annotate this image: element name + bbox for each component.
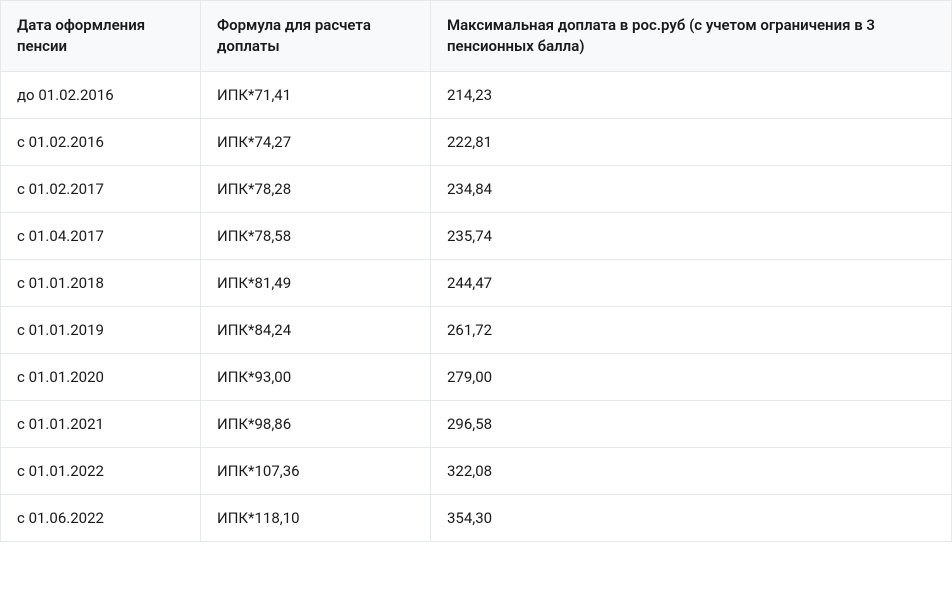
cell-max: 214,23 [431, 72, 952, 119]
cell-max: 222,81 [431, 119, 952, 166]
cell-date: с 01.01.2018 [1, 260, 201, 307]
cell-formula: ИПК*78,58 [201, 213, 431, 260]
cell-max: 296,58 [431, 401, 952, 448]
cell-formula: ИПК*107,36 [201, 448, 431, 495]
cell-formula: ИПК*74,27 [201, 119, 431, 166]
cell-date: с 01.01.2020 [1, 354, 201, 401]
cell-date: с 01.01.2019 [1, 307, 201, 354]
cell-formula: ИПК*118,10 [201, 495, 431, 542]
col-header-date: Дата оформления пенсии [1, 1, 201, 72]
table-row: с 01.02.2017 ИПК*78,28 234,84 [1, 166, 952, 213]
cell-formula: ИПК*84,24 [201, 307, 431, 354]
cell-max: 244,47 [431, 260, 952, 307]
cell-date: с 01.02.2017 [1, 166, 201, 213]
col-header-formula: Формула для расчета доплаты [201, 1, 431, 72]
cell-formula: ИПК*81,49 [201, 260, 431, 307]
cell-date: с 01.01.2022 [1, 448, 201, 495]
table-header-row: Дата оформления пенсии Формула для расче… [1, 1, 952, 72]
cell-max: 234,84 [431, 166, 952, 213]
cell-max: 261,72 [431, 307, 952, 354]
table-header: Дата оформления пенсии Формула для расче… [1, 1, 952, 72]
table-row: с 01.01.2022 ИПК*107,36 322,08 [1, 448, 952, 495]
cell-formula: ИПК*78,28 [201, 166, 431, 213]
table-row: с 01.01.2020 ИПК*93,00 279,00 [1, 354, 952, 401]
cell-max: 279,00 [431, 354, 952, 401]
table-row: с 01.02.2016 ИПК*74,27 222,81 [1, 119, 952, 166]
col-header-max: Максимальная доплата в рос.руб (с учетом… [431, 1, 952, 72]
table-row: с 01.06.2022 ИПК*118,10 354,30 [1, 495, 952, 542]
table-row: с 01.01.2018 ИПК*81,49 244,47 [1, 260, 952, 307]
pension-table: Дата оформления пенсии Формула для расче… [0, 0, 952, 542]
cell-max: 322,08 [431, 448, 952, 495]
table-body: до 01.02.2016 ИПК*71,41 214,23 с 01.02.2… [1, 72, 952, 542]
cell-date: с 01.01.2021 [1, 401, 201, 448]
cell-date: с 01.06.2022 [1, 495, 201, 542]
table-row: с 01.04.2017 ИПК*78,58 235,74 [1, 213, 952, 260]
cell-formula: ИПК*93,00 [201, 354, 431, 401]
table-row: с 01.01.2019 ИПК*84,24 261,72 [1, 307, 952, 354]
cell-date: до 01.02.2016 [1, 72, 201, 119]
cell-formula: ИПК*98,86 [201, 401, 431, 448]
cell-max: 354,30 [431, 495, 952, 542]
table-row: до 01.02.2016 ИПК*71,41 214,23 [1, 72, 952, 119]
cell-date: с 01.04.2017 [1, 213, 201, 260]
table-row: с 01.01.2021 ИПК*98,86 296,58 [1, 401, 952, 448]
pension-table-wrapper: Дата оформления пенсии Формула для расче… [0, 0, 952, 542]
cell-formula: ИПК*71,41 [201, 72, 431, 119]
cell-max: 235,74 [431, 213, 952, 260]
cell-date: с 01.02.2016 [1, 119, 201, 166]
